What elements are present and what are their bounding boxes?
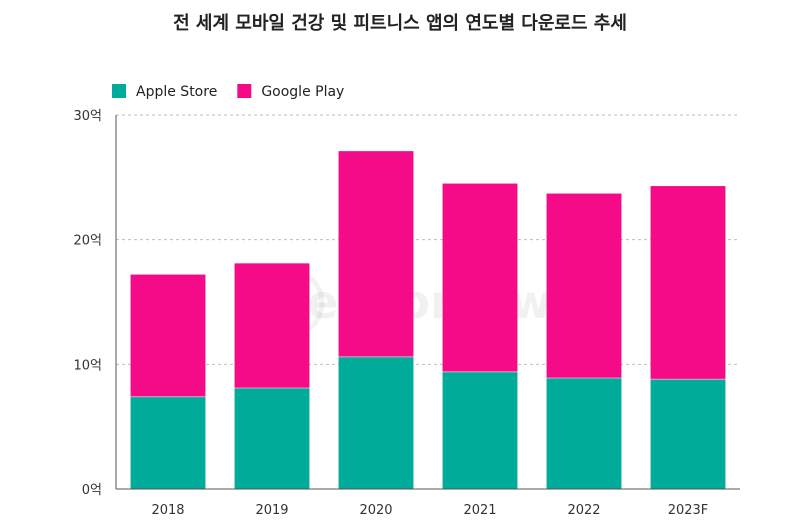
bars [130, 151, 726, 489]
bar-2020-google-play [338, 151, 414, 357]
gridlines [116, 114, 740, 365]
x-tick-label: 2020 [359, 503, 392, 518]
legend-swatch-apple-store [112, 84, 126, 98]
bar-2020-apple-store [338, 356, 414, 489]
bar-2018-google-play [130, 274, 206, 397]
y-tick-label: 0억 [82, 483, 102, 498]
x-tick-label: 2018 [151, 503, 184, 518]
x-tick-label: 2019 [255, 503, 288, 518]
bar-2021-apple-store [442, 371, 518, 489]
y-tick-label: 30억 [73, 109, 102, 124]
y-tick-label: 10억 [73, 358, 102, 373]
legend-label-google-play: Google Play [261, 84, 344, 100]
legend: Apple Store Google Play [112, 84, 344, 100]
x-tick-label: 2021 [463, 503, 496, 518]
axes: 0억 10억 20억 30억 2018 2019 2020 2021 2022 2023F [73, 109, 740, 518]
bar-2018-apple-store [130, 396, 206, 489]
legend-swatch-google-play [237, 84, 252, 98]
bar-2022-google-play [546, 193, 622, 379]
x-tick-label: 2022 [567, 503, 600, 518]
y-tick-label: 20억 [73, 234, 102, 249]
legend-label-apple-store: Apple Store [136, 84, 217, 100]
x-tick-label: 2023F [668, 503, 709, 518]
bar-2023F-google-play [650, 186, 726, 380]
bar-2021-google-play [442, 183, 518, 372]
chart-title: 전 세계 모바일 건강 및 피트니스 앱의 연도별 다운로드 추세 [173, 13, 627, 34]
bar-2019-apple-store [234, 388, 310, 489]
bar-2019-google-play [234, 263, 310, 389]
bar-2022-apple-store [546, 378, 622, 489]
bar-2023F-apple-store [650, 379, 726, 489]
